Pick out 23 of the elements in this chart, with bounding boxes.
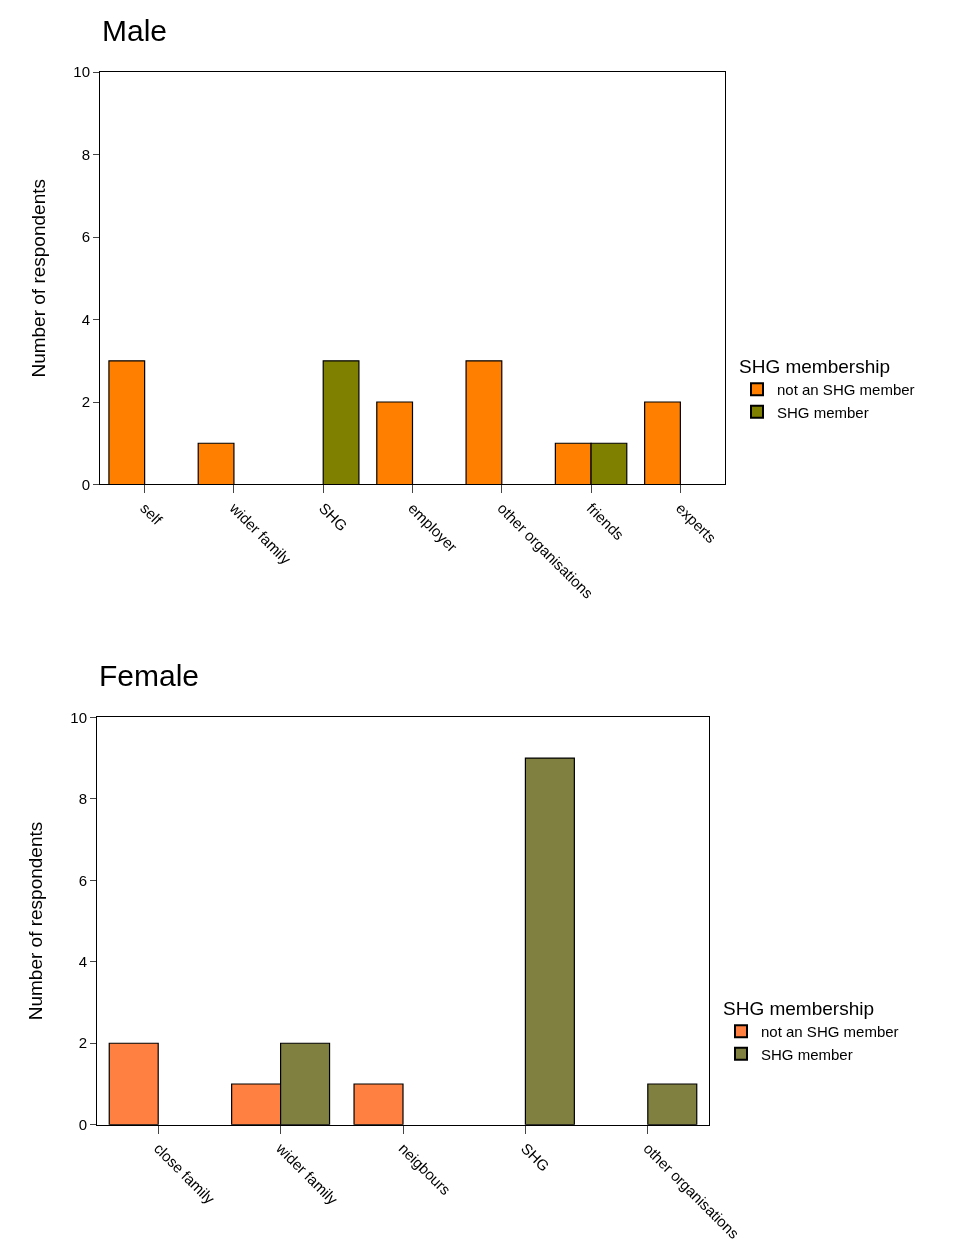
legend-title: SHG membership <box>739 356 890 378</box>
y-axis-title: Number of respondents <box>28 179 50 378</box>
y-axis-title: Number of respondents <box>25 821 47 1021</box>
legend-label: SHG member <box>761 1045 853 1063</box>
y-tick-label: 8 <box>78 790 87 808</box>
y-tick-label: 2 <box>81 393 90 411</box>
y-tick-label: 0 <box>78 1115 87 1133</box>
y-tick-label: 6 <box>78 871 87 889</box>
y-tick-label: 4 <box>81 310 90 328</box>
legend-label: SHG member <box>777 403 869 421</box>
legend-label: not an SHG member <box>761 1023 899 1041</box>
y-tick-label: 4 <box>78 953 87 970</box>
legend-title: SHG membership <box>723 997 874 1019</box>
y-tick-label: 10 <box>73 63 90 81</box>
x-tick-label: self <box>137 499 167 529</box>
y-tick-label: 0 <box>81 475 90 493</box>
y-tick-label: 2 <box>78 1034 87 1052</box>
y-tick-label: 6 <box>81 228 90 246</box>
y-tick-label: 10 <box>70 708 87 726</box>
chart-title: Female <box>99 659 200 692</box>
legend-label: not an SHG member <box>777 381 915 399</box>
chart-title: Male <box>102 14 168 47</box>
y-tick-label: 8 <box>81 145 90 163</box>
